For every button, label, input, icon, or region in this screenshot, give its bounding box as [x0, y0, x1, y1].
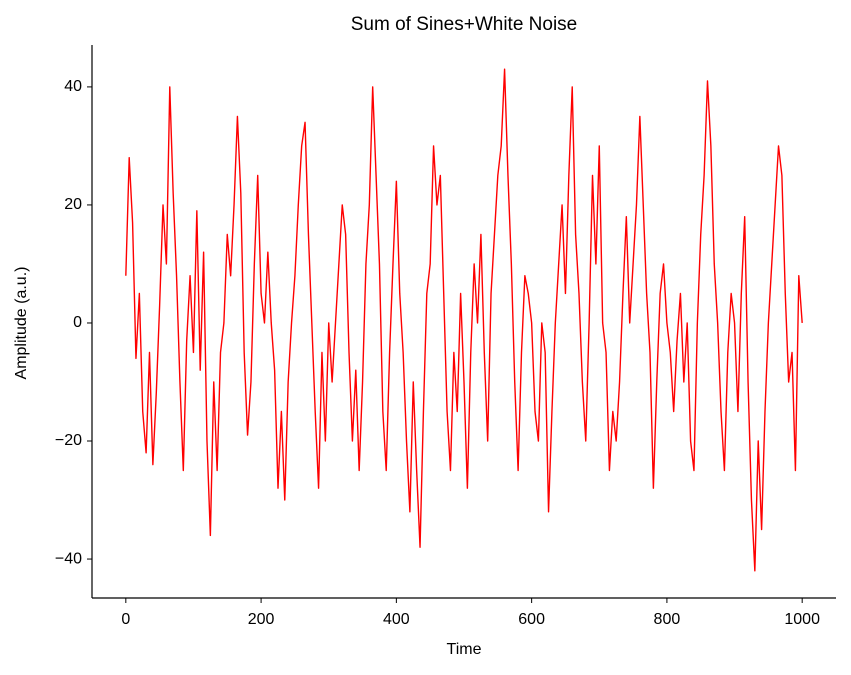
x-tick-label: 400: [383, 611, 410, 628]
x-tick-label: 600: [518, 611, 545, 628]
y-tick-label: −40: [55, 550, 82, 567]
y-tick-label: −20: [55, 432, 82, 449]
chart-title: Sum of Sines+White Noise: [351, 14, 578, 35]
x-tick-label: 1000: [784, 611, 820, 628]
y-tick-label: 20: [64, 196, 82, 213]
signal-line: [125, 68, 803, 572]
x-axis-label: Time: [447, 641, 482, 658]
y-tick-label: 0: [73, 314, 82, 331]
y-tick-label: 40: [64, 78, 82, 95]
x-tick-label: 200: [248, 611, 275, 628]
x-tick-label: 800: [654, 611, 681, 628]
y-axis-label: Amplitude (a.u.): [13, 267, 30, 380]
x-tick-label: 0: [121, 611, 130, 628]
